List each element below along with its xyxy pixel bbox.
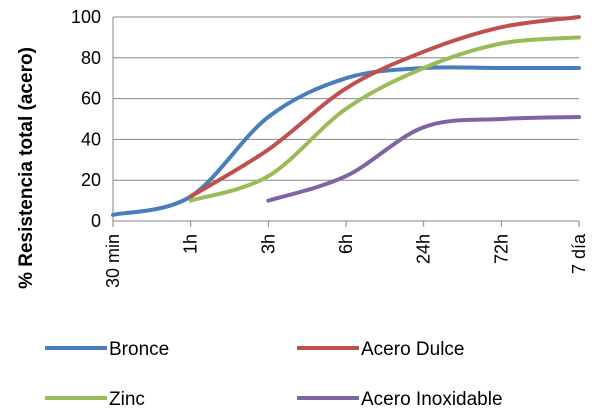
- y-tick-label: 0: [91, 211, 101, 231]
- series-line-2: [188, 35, 581, 203]
- legend: Bronce Acero Dulce Zinc Acero Inoxidable: [45, 339, 503, 410]
- x-tick-label: 30 min: [103, 234, 123, 288]
- legend-label: Zinc: [109, 389, 145, 410]
- x-tick-label: 24h: [414, 234, 434, 264]
- series-line-1: [188, 15, 581, 199]
- series-line-3: [266, 115, 581, 203]
- y-tick-labels: 0 20 40 60 80 100: [71, 7, 101, 231]
- legend-label: Bronce: [109, 339, 169, 360]
- x-tick-labels: 30 min 1h 3h 6h 24h 72h 7 día: [103, 233, 589, 288]
- legend-label: Acero Inoxidable: [361, 389, 503, 410]
- y-axis-title: % Resistencia total (acero): [16, 47, 37, 289]
- legend-label: Acero Dulce: [361, 339, 465, 360]
- y-tick-label: 40: [81, 129, 101, 149]
- y-tick-label: 100: [71, 7, 101, 27]
- y-tick-label: 20: [81, 170, 101, 190]
- gridlines: [113, 16, 579, 181]
- x-tick-label: 7 día: [569, 233, 589, 274]
- y-tick-label: 60: [81, 89, 101, 109]
- x-tick-label: 1h: [181, 234, 201, 254]
- series-lines: [111, 15, 581, 217]
- axes: [112, 17, 580, 227]
- x-tick-label: 72h: [491, 234, 511, 264]
- x-tick-label: 6h: [336, 234, 356, 254]
- x-tick-label: 3h: [258, 234, 278, 254]
- y-tick-label: 80: [81, 48, 101, 68]
